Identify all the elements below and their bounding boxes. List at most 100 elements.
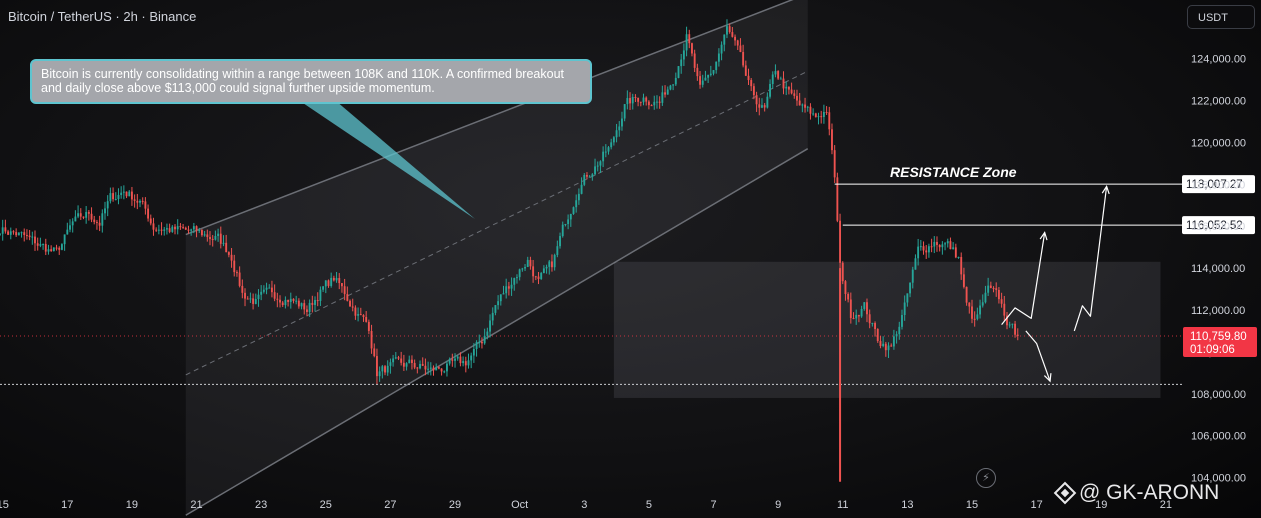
candle-body xyxy=(685,34,688,51)
projection-arrow-up xyxy=(1001,232,1046,326)
candle-body xyxy=(664,92,666,95)
candle-body xyxy=(707,74,710,78)
candle-body xyxy=(104,208,106,214)
currency-button[interactable]: USDT xyxy=(1187,5,1255,29)
candle-body xyxy=(284,299,287,306)
candle-body xyxy=(182,227,185,229)
candle-body xyxy=(572,207,575,214)
candle-body xyxy=(60,244,63,250)
x-tick-label: 19 xyxy=(1095,499,1107,511)
candle-body xyxy=(944,243,947,245)
candle-body xyxy=(728,26,731,33)
candle-body xyxy=(63,234,66,245)
candle-body xyxy=(330,277,333,286)
candle-body xyxy=(376,356,378,377)
candle-body xyxy=(744,65,747,76)
candle-body xyxy=(7,231,10,235)
candle-body xyxy=(316,300,319,302)
candle-body xyxy=(244,292,246,299)
candle-body xyxy=(389,362,392,366)
candle-body xyxy=(712,70,715,74)
candle-body xyxy=(211,238,214,240)
candle-body xyxy=(761,105,763,108)
candle-body xyxy=(23,232,26,236)
binance-logo-icon xyxy=(1053,481,1077,505)
candle-body xyxy=(324,280,327,287)
candle-body xyxy=(214,235,217,240)
candle-body xyxy=(987,285,990,293)
candle-body xyxy=(798,100,801,106)
candle-body xyxy=(295,300,298,302)
candle-body xyxy=(206,234,209,238)
candle-body xyxy=(596,165,599,167)
last-price-tag xyxy=(1183,326,1257,357)
candle-body xyxy=(874,323,876,329)
candle-body xyxy=(771,74,774,84)
candle-body xyxy=(548,261,551,267)
level-label: 116,052.52 xyxy=(1186,220,1243,232)
candle-body xyxy=(903,302,906,316)
candle-body xyxy=(882,343,885,347)
candle-body xyxy=(421,363,424,366)
level-label: 118,007.27 xyxy=(1186,179,1243,191)
candle-body xyxy=(779,78,782,80)
x-tick-label: 11 xyxy=(837,499,848,511)
candle-body xyxy=(796,95,798,101)
candle-body xyxy=(413,363,416,368)
candle-body xyxy=(209,237,211,239)
candle-body xyxy=(933,241,936,247)
candle-body xyxy=(456,356,459,359)
candle-body xyxy=(790,89,793,94)
candle-body xyxy=(922,246,925,251)
candle-body xyxy=(887,345,890,351)
candle-body xyxy=(435,367,438,371)
y-tick-label: 118,000.00 xyxy=(1191,179,1245,191)
candle-body xyxy=(763,105,766,108)
candle-body xyxy=(95,221,98,223)
candle-body xyxy=(17,232,20,236)
candle-body xyxy=(386,365,389,373)
candle-body xyxy=(141,200,144,202)
candle-body xyxy=(122,191,125,193)
candle-body xyxy=(734,36,736,41)
candle-body xyxy=(475,342,478,349)
candle-body xyxy=(133,199,136,201)
candle-body xyxy=(736,40,739,46)
candle-body xyxy=(1011,323,1014,325)
candle-body xyxy=(268,287,271,289)
projection-arrow-up-head xyxy=(1039,231,1048,241)
projection-arrow-up-second xyxy=(1073,186,1108,332)
candle-body xyxy=(518,269,521,278)
candle-body xyxy=(149,218,152,224)
candle-body xyxy=(222,242,225,244)
candle-body xyxy=(895,334,898,337)
candle-body xyxy=(36,243,39,246)
candle-body xyxy=(1014,323,1017,335)
channel-lower-line xyxy=(185,148,809,516)
candle-body xyxy=(507,286,510,289)
candle-body xyxy=(704,77,707,81)
x-tick-label: 17 xyxy=(61,499,73,511)
candle-body xyxy=(847,293,850,300)
candle-body xyxy=(459,356,462,364)
candle-body xyxy=(69,225,71,230)
candle-body xyxy=(489,320,491,332)
candle-body xyxy=(957,256,960,258)
candle-body xyxy=(629,98,631,104)
candle-body xyxy=(884,343,887,351)
lightning-icon[interactable]: ⚡ xyxy=(976,468,996,488)
candle-body xyxy=(494,305,497,313)
candle-body xyxy=(163,229,166,231)
candle-body xyxy=(653,101,656,106)
candle-body xyxy=(726,26,728,35)
candle-body xyxy=(876,328,879,342)
candle-body xyxy=(257,294,260,300)
y-tick-label: 104,000.00 xyxy=(1191,473,1246,485)
candle-body xyxy=(260,291,263,295)
candle-body xyxy=(909,282,912,294)
candle-body xyxy=(416,367,419,369)
candle-body xyxy=(556,246,559,255)
candle-body xyxy=(510,284,513,289)
